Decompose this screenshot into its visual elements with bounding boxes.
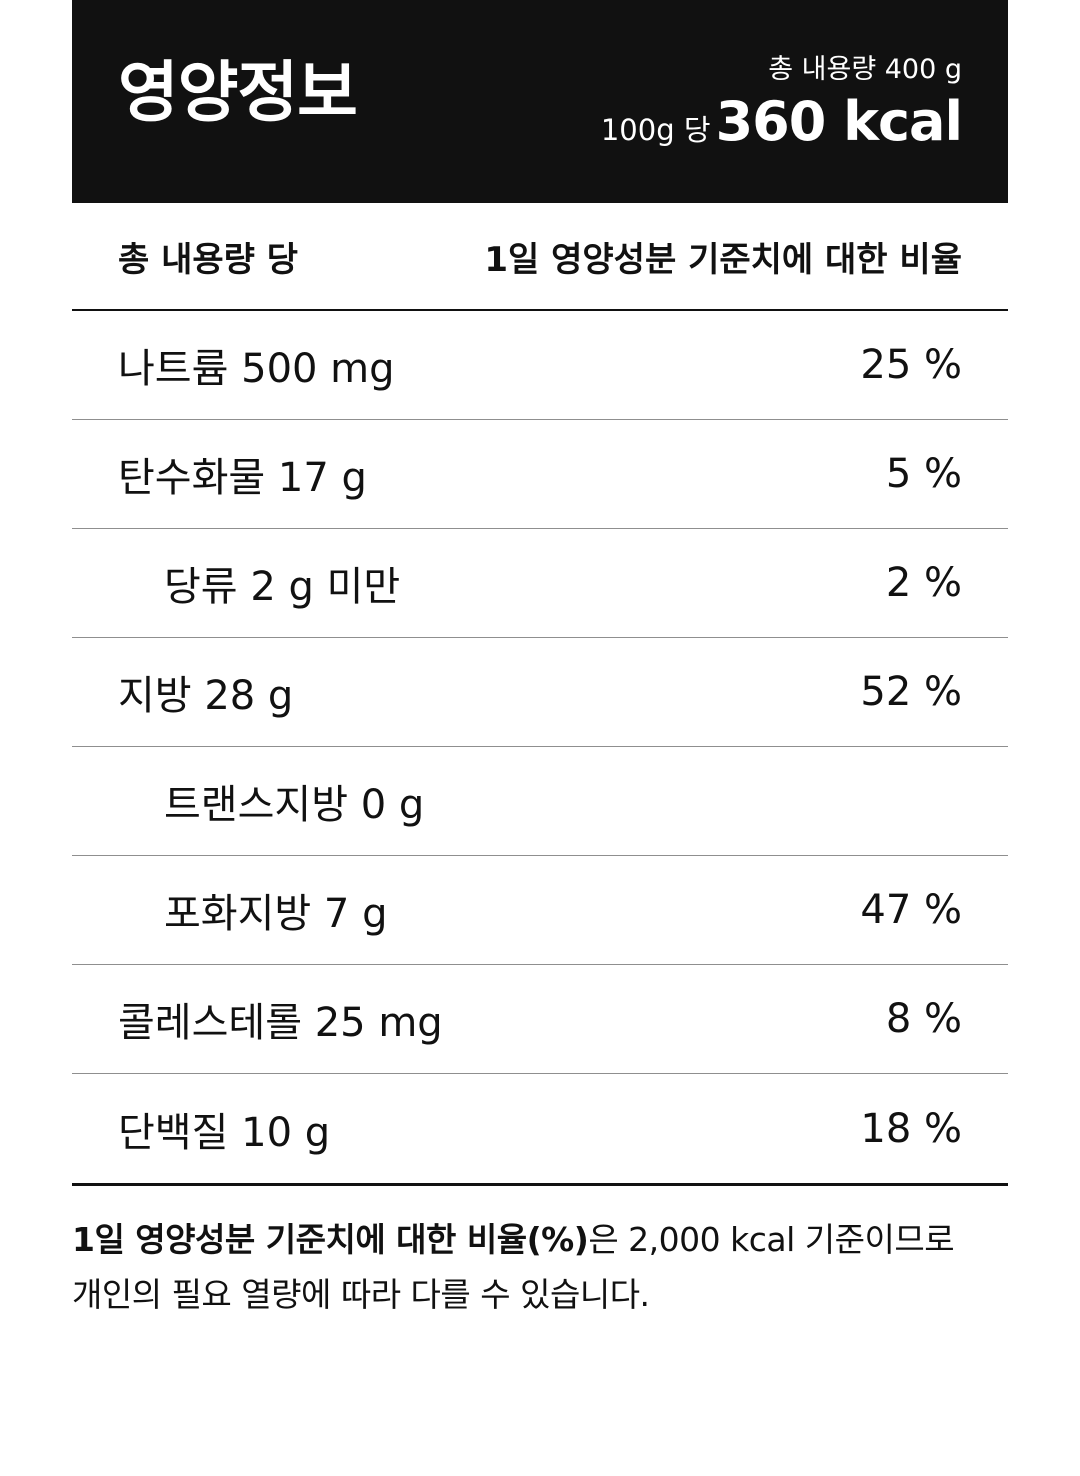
nutrient-percent: 18 %: [860, 1105, 962, 1152]
nutrient-label: 포화지방 7 g: [164, 891, 388, 937]
nutrient-percent: 52 %: [860, 669, 962, 715]
nutrient-row-carbohydrate: 탄수화물 17 g 5 %: [72, 420, 1008, 529]
calorie-prefix: 100g 당: [600, 113, 711, 147]
nutrient-table: 나트륨 500 mg 25 % 탄수화물 17 g 5 % 당류 2 g 미만 …: [72, 311, 1008, 1186]
nutrient-row-saturated-fat: 포화지방 7 g 47 %: [72, 856, 1008, 965]
calorie-value: 360 kcal: [715, 90, 963, 153]
nutrition-header: 영양정보 총 내용량 400 g 100g 당 360 kcal: [72, 0, 1008, 203]
total-content: 총 내용량 400 g: [768, 54, 962, 85]
nutrient-label: 나트륨 500 mg: [118, 346, 395, 392]
nutrient-percent: 2 %: [885, 560, 962, 606]
nutrient-label: 트랜스지방 0 g: [164, 782, 425, 828]
nutrient-percent: 5 %: [885, 451, 962, 497]
calorie-line: 100g 당 360 kcal: [600, 95, 963, 149]
nutrient-label: 단백질 10 g: [118, 1109, 331, 1156]
nutrient-label: 탄수화물 17 g: [118, 455, 367, 501]
column-header-left: 총 내용량 당: [118, 239, 299, 280]
nutrient-label: 지방 28 g: [118, 673, 294, 719]
nutrient-row-trans-fat: 트랜스지방 0 g: [72, 747, 1008, 856]
nutrient-label: 콜레스테롤 25 mg: [118, 1000, 443, 1046]
nutrient-row-sodium: 나트륨 500 mg 25 %: [72, 311, 1008, 420]
header-summary: 총 내용량 400 g 100g 당 360 kcal: [600, 54, 963, 149]
nutrient-percent: 47 %: [860, 887, 962, 933]
column-header-right: 1일 영양성분 기준치에 대한 비율: [484, 239, 962, 280]
footnote: 1일 영양성분 기준치에 대한 비율(%)은 2,000 kcal 기준이므로 …: [72, 1212, 1008, 1322]
nutrient-percent: 8 %: [885, 996, 962, 1042]
nutrition-facts-panel: 영양정보 총 내용량 400 g 100g 당 360 kcal 총 내용량 당…: [72, 0, 1008, 1322]
column-header: 총 내용량 당 1일 영양성분 기준치에 대한 비율: [72, 203, 1008, 311]
nutrient-row-sugars: 당류 2 g 미만 2 %: [72, 529, 1008, 638]
footnote-line2: 개인의 필요 열량에 따라 다를 수 있습니다.: [72, 1275, 650, 1314]
nutrient-row-fat: 지방 28 g 52 %: [72, 638, 1008, 747]
nutrient-label: 당류 2 g 미만: [164, 564, 401, 610]
nutrient-row-protein: 단백질 10 g 18 %: [72, 1074, 1008, 1183]
nutrient-percent: 25 %: [860, 342, 962, 388]
footnote-line1: 은 2,000 kcal 기준이므로: [588, 1220, 955, 1259]
nutrition-title: 영양정보: [118, 54, 358, 131]
nutrient-row-cholesterol: 콜레스테롤 25 mg 8 %: [72, 965, 1008, 1074]
footnote-bold: 1일 영양성분 기준치에 대한 비율(%): [72, 1220, 589, 1259]
